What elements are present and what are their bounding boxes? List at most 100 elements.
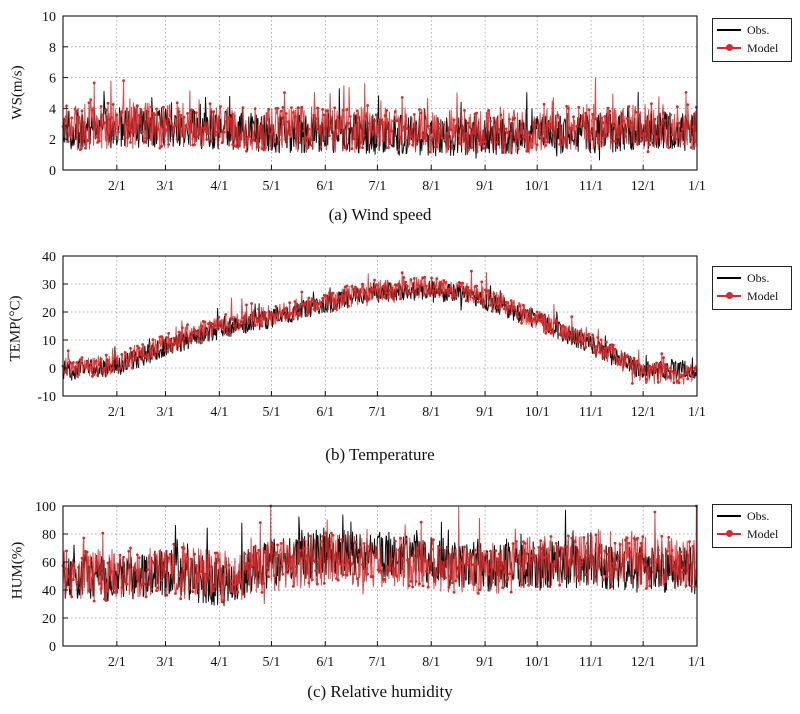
data-point-model — [78, 148, 82, 152]
data-point-model — [181, 129, 184, 133]
data-point-model — [520, 321, 523, 325]
data-point-model — [297, 559, 300, 563]
x-tick-label: 1/1 — [688, 655, 706, 670]
data-point-model — [400, 271, 404, 275]
data-point-model — [383, 114, 387, 117]
legend-label-obs: Obs. — [747, 271, 770, 285]
data-point-model — [163, 119, 167, 123]
data-point-model — [567, 534, 570, 538]
data-point-model — [331, 137, 335, 141]
data-point-model — [224, 565, 228, 569]
data-point-model — [354, 285, 357, 289]
data-point-model — [226, 333, 229, 336]
data-point-model — [532, 546, 536, 550]
data-point-model — [591, 333, 594, 337]
data-point-model — [599, 545, 603, 549]
data-point-model — [522, 303, 525, 307]
x-tick-label: 2/1 — [108, 179, 126, 194]
data-point-model — [643, 563, 646, 567]
data-point-model — [115, 587, 119, 591]
data-point-model — [522, 540, 525, 544]
data-point-model — [361, 563, 364, 566]
data-point-model — [208, 102, 212, 106]
data-point-model — [118, 121, 122, 125]
data-point-model — [374, 556, 378, 559]
data-point-model — [442, 123, 446, 127]
chart-caption: (c) Relative humidity — [307, 682, 453, 701]
data-point-model — [222, 598, 226, 602]
data-point-model — [257, 549, 260, 552]
data-point-model — [277, 564, 281, 567]
data-point-model — [162, 575, 165, 579]
data-point-model — [262, 317, 266, 321]
data-point-model — [96, 374, 99, 377]
data-point-model — [371, 287, 375, 291]
data-point-model — [271, 130, 274, 134]
x-tick-label: 2/1 — [108, 655, 126, 670]
data-point-model — [534, 314, 537, 318]
legend-swatch-obs — [717, 515, 741, 517]
data-point-model — [506, 301, 510, 305]
data-point-model — [419, 520, 423, 524]
data-point-model — [508, 304, 511, 308]
data-point-model — [560, 546, 563, 550]
data-point-model — [174, 592, 177, 595]
data-point-model — [541, 321, 544, 324]
data-point-model — [404, 280, 408, 284]
data-point-model — [684, 584, 688, 588]
data-point-model — [475, 111, 478, 115]
data-point-model — [669, 113, 672, 117]
data-point-model — [605, 574, 608, 578]
data-point-model — [399, 536, 402, 540]
data-point-model — [489, 119, 492, 123]
data-point-model — [665, 365, 669, 369]
y-tick-label: 6 — [49, 72, 56, 87]
data-point-model — [253, 545, 257, 549]
data-point-model — [309, 300, 312, 304]
data-point-model — [662, 356, 665, 360]
data-point-model — [329, 293, 333, 297]
data-point-model — [416, 283, 420, 287]
data-point-model — [513, 116, 517, 120]
data-point-model — [94, 360, 98, 363]
data-point-model — [343, 146, 347, 150]
data-point-model — [423, 133, 427, 137]
data-point-model — [388, 142, 392, 146]
legend-label-obs: Obs. — [747, 23, 770, 37]
data-point-model — [248, 552, 252, 555]
data-point-model — [163, 349, 167, 352]
data-point-model — [355, 577, 359, 580]
data-point-model — [92, 599, 96, 603]
data-point-model — [101, 368, 105, 372]
data-point-model — [605, 135, 608, 139]
data-point-model — [217, 315, 221, 319]
data-point-model — [561, 548, 565, 551]
data-point-model — [582, 339, 586, 343]
data-point-model — [419, 283, 423, 287]
data-point-model — [432, 289, 435, 293]
data-point-model — [563, 136, 567, 140]
data-point-model — [606, 346, 610, 349]
data-point-model — [688, 125, 691, 128]
data-point-model — [406, 284, 409, 288]
data-point-model — [153, 113, 157, 117]
data-point-model — [158, 550, 162, 553]
data-point-model — [96, 561, 99, 565]
data-point-model — [430, 547, 433, 551]
data-point-model — [316, 106, 319, 110]
data-point-model — [651, 367, 655, 370]
data-point-model — [617, 554, 620, 557]
data-point-model — [73, 365, 77, 369]
data-point-model — [305, 554, 309, 558]
data-point-model — [130, 589, 134, 592]
data-point-model — [558, 333, 562, 336]
data-point-model — [589, 343, 593, 347]
data-point-model — [430, 276, 433, 280]
data-point-model — [335, 306, 338, 310]
data-point-model — [480, 280, 484, 284]
data-point-model — [670, 549, 674, 552]
data-point-model — [307, 581, 311, 585]
data-point-model — [433, 579, 437, 583]
data-point-model — [556, 545, 560, 549]
data-point-model — [442, 561, 446, 564]
